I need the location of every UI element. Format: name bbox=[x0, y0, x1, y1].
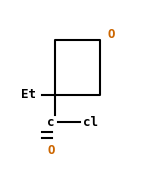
Text: Et: Et bbox=[21, 89, 35, 102]
Text: c: c bbox=[47, 115, 55, 128]
Text: O: O bbox=[108, 29, 115, 42]
Text: cl: cl bbox=[83, 115, 98, 128]
Text: O: O bbox=[47, 143, 55, 156]
